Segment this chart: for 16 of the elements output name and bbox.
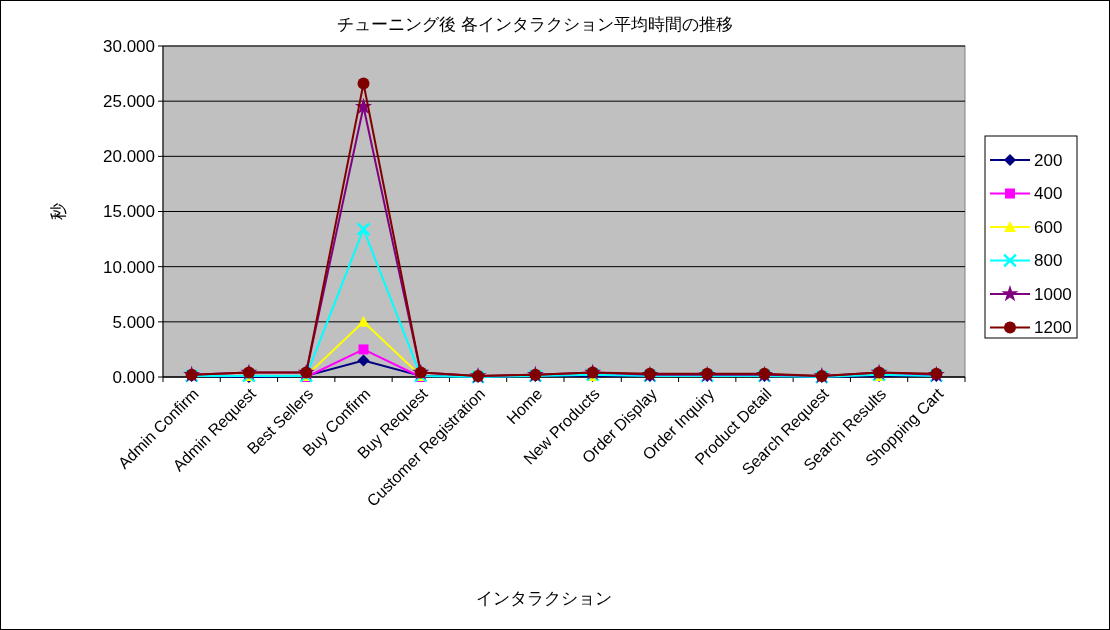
y-tick-label: 15.000	[103, 202, 155, 222]
x-axis-title: インタラクション	[476, 589, 612, 608]
y-tick-label: 10.000	[103, 257, 155, 277]
y-tick-label: 0.000	[112, 367, 155, 387]
legend-label: 1200	[1034, 318, 1072, 338]
y-tick-label: 30.000	[103, 36, 155, 56]
chart-title: チューニング後 各インタラクション平均時間の推移	[337, 15, 733, 34]
y-tick-label: 5.000	[112, 312, 155, 332]
legend-label: 600	[1034, 217, 1063, 237]
legend-label: 1000	[1034, 284, 1072, 304]
legend-label: 400	[1034, 184, 1063, 204]
legend-label: 200	[1034, 150, 1063, 170]
y-tick-label: 25.000	[103, 92, 155, 112]
y-axis-title: 秒	[48, 203, 68, 220]
y-tick-label: 20.000	[103, 147, 155, 167]
legend-label: 800	[1034, 251, 1063, 271]
